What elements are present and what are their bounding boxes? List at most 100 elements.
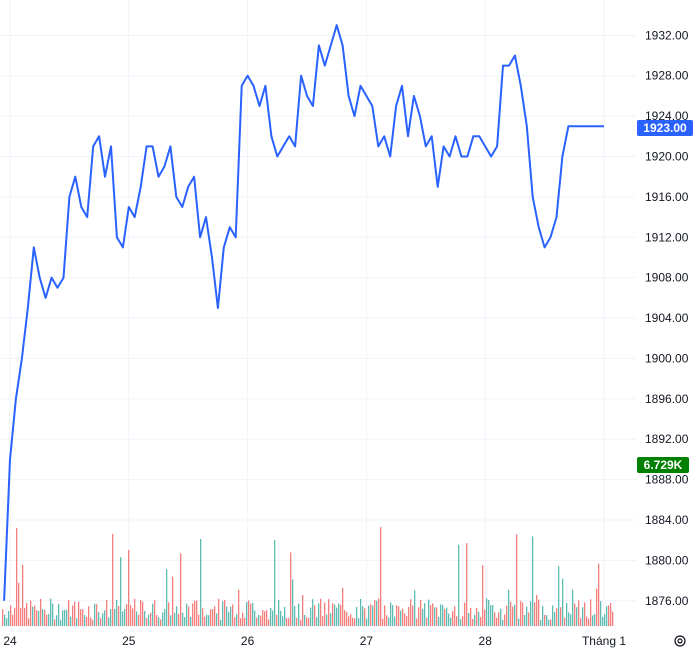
volume-bar xyxy=(136,611,138,626)
volume-bar xyxy=(42,609,44,626)
volume-bar xyxy=(302,595,304,626)
volume-bar xyxy=(478,611,480,626)
volume-bar xyxy=(296,617,298,626)
y-tick-label: 1876.00 xyxy=(645,594,689,608)
volume-bar xyxy=(556,608,558,626)
volume-bar xyxy=(40,598,42,626)
volume-bar xyxy=(332,603,334,626)
volume-bar xyxy=(220,619,222,626)
volume-bar xyxy=(52,603,54,626)
volume-bar xyxy=(582,607,584,626)
volume-bar xyxy=(416,618,418,626)
volume-bar xyxy=(92,619,94,626)
volume-bar xyxy=(444,608,446,626)
y-tick-label: 1924.00 xyxy=(645,109,689,123)
volume-bar xyxy=(464,602,466,626)
volume-bar xyxy=(326,614,328,626)
volume-bar xyxy=(334,604,336,626)
volume-bar xyxy=(526,606,528,626)
volume-bar xyxy=(54,619,56,626)
volume-bar xyxy=(598,563,600,626)
volume-bar xyxy=(324,602,326,626)
volume-bar xyxy=(576,607,578,626)
volume-bar xyxy=(510,601,512,626)
volume-bar xyxy=(238,589,240,626)
volume-bar xyxy=(506,605,508,626)
volume-bar xyxy=(346,612,348,626)
volume-bar xyxy=(532,536,534,626)
volume-bar xyxy=(314,605,316,626)
volume-bar xyxy=(242,612,244,626)
volume-bar xyxy=(186,603,188,626)
volume-bar xyxy=(120,557,122,626)
volume-bar xyxy=(340,604,342,626)
volume-bar xyxy=(114,609,116,626)
volume-bar xyxy=(338,603,340,626)
volume-bar xyxy=(424,603,426,626)
volume-bar xyxy=(428,599,430,626)
volume-bar xyxy=(356,607,358,626)
last-price-label: 1923.00 xyxy=(643,121,687,135)
volume-bar xyxy=(282,616,284,626)
volume-bar xyxy=(174,612,176,626)
volume-bar xyxy=(590,599,592,626)
volume-bar xyxy=(250,603,252,626)
volume-bar xyxy=(268,619,270,626)
gear-icon[interactable] xyxy=(674,635,686,647)
volume-bar xyxy=(252,602,254,626)
volume-bar xyxy=(254,610,256,626)
volume-bar xyxy=(234,617,236,626)
volume-bar xyxy=(78,601,80,626)
volume-bar xyxy=(318,603,320,626)
volume-bar xyxy=(468,613,470,626)
volume-bar xyxy=(358,618,360,626)
volume-bar xyxy=(380,527,382,626)
volume-bar xyxy=(474,614,476,626)
volume-bar xyxy=(578,600,580,626)
volume-bar xyxy=(456,616,458,626)
volume-bar xyxy=(350,613,352,626)
volume-bar xyxy=(124,608,126,626)
x-tick-label: 27 xyxy=(360,634,374,648)
y-tick-label: 1896.00 xyxy=(645,392,689,406)
volume-bar xyxy=(498,612,500,626)
volume-bar xyxy=(240,618,242,626)
volume-bar xyxy=(610,602,612,626)
volume-bar xyxy=(150,612,152,626)
x-tick-label: 24 xyxy=(3,634,17,648)
volume-bar xyxy=(122,611,124,626)
volume-bar xyxy=(366,618,368,626)
volume-bar xyxy=(284,607,286,626)
volume-bar xyxy=(544,614,546,626)
volume-bar xyxy=(536,594,538,626)
volume-bar xyxy=(540,619,542,626)
volume-bar xyxy=(414,590,416,626)
volume-bar xyxy=(30,600,32,626)
volume-bar xyxy=(278,600,280,626)
volume-bar xyxy=(584,602,586,626)
volume-bar xyxy=(184,617,186,626)
volume-bar xyxy=(382,618,384,626)
volume-bar xyxy=(330,613,332,626)
volume-bar xyxy=(168,602,170,626)
volume-bar xyxy=(494,612,496,626)
volume-bar xyxy=(562,578,564,626)
volume-bar xyxy=(60,619,62,626)
volume-bar xyxy=(110,609,112,626)
volume-bar xyxy=(192,603,194,626)
volume-bar xyxy=(270,607,272,626)
volume-bar xyxy=(554,611,556,626)
volume-bar xyxy=(264,611,266,626)
volume-bar xyxy=(518,618,520,626)
volume-bar xyxy=(472,618,474,626)
volume-bar xyxy=(426,617,428,626)
volume-bar xyxy=(448,613,450,626)
y-axis-tick-labels: 1876.00 1880.00 1884.00 1888.00 1892.00 1896.… xyxy=(645,28,689,607)
volume-bar xyxy=(558,566,560,626)
volume-bar xyxy=(308,617,310,626)
volume-bar xyxy=(206,614,208,626)
volume-bar xyxy=(134,598,136,626)
volume-bar xyxy=(62,610,64,626)
volume-bar xyxy=(586,616,588,626)
